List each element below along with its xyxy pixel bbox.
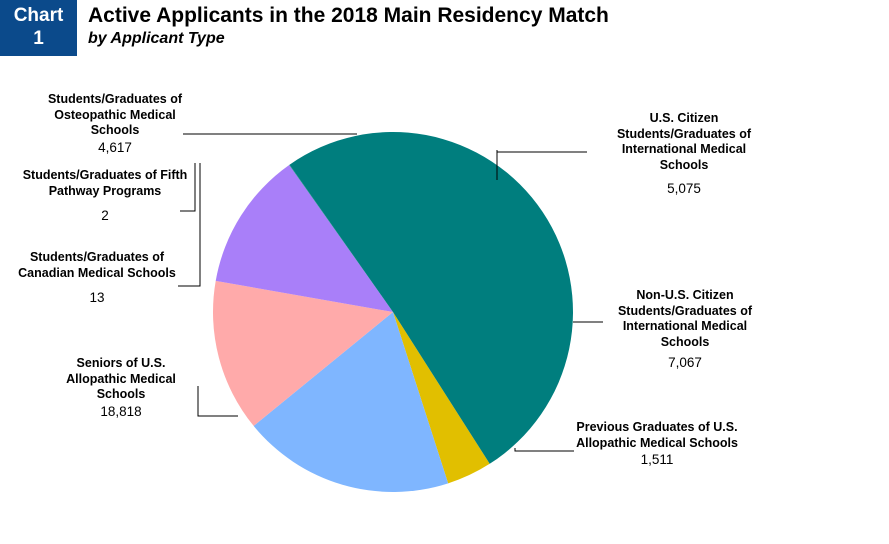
pie-slice-1 [393, 312, 490, 484]
label-previous-grads: Previous Graduates of U.S. Allopathic Me… [572, 420, 742, 468]
leader-line-3 [197, 386, 238, 417]
slice-value: 2 [101, 208, 109, 223]
slice-label: Students/Graduates of Fifth Pathway Prog… [22, 168, 188, 198]
pie-slice-5 [289, 164, 393, 312]
leader-line-2 [178, 163, 201, 287]
pie-slice-2 [253, 312, 449, 492]
leader-line-7 [514, 448, 574, 452]
slice-value: 18,818 [100, 403, 142, 419]
badge-line-1: Chart [13, 5, 64, 26]
leader-lines [178, 133, 603, 452]
slice-label: Students/Graduates of Canadian Medical S… [18, 250, 176, 280]
pie-slices [213, 132, 573, 492]
pie-slice-4 [215, 164, 393, 312]
slice-label: Previous Graduates of U.S. Allopathic Me… [576, 420, 738, 450]
slice-value: 1,511 [640, 452, 674, 467]
slice-value: 5,075 [667, 181, 701, 196]
chart-subtitle: by Applicant Type [88, 30, 225, 47]
slice-label: Students/Graduates of Osteopathic Medica… [47, 92, 183, 137]
leader-line-1 [180, 163, 196, 212]
label-us-img: U.S. Citizen Students/Graduates of Inter… [604, 111, 764, 197]
label-osteopathic: Students/Graduates of Osteopathic Medica… [30, 92, 200, 155]
slice-value: 4,617 [98, 139, 132, 155]
pie-slice-0 [289, 132, 573, 464]
slice-value: 7,067 [668, 355, 702, 370]
slice-label: Non-U.S. Citizen Students/Graduates of I… [617, 288, 753, 349]
slice-value: 13 [89, 290, 105, 305]
slice-label: Seniors of U.S. Allopathic Medical Schoo… [66, 356, 176, 401]
badge-line-2: 1 [33, 28, 44, 49]
pie-slice-6 [289, 164, 393, 312]
label-non-us-img: Non-U.S. Citizen Students/Graduates of I… [605, 288, 765, 371]
label-seniors: Seniors of U.S. Allopathic Medical Schoo… [46, 356, 196, 419]
slice-label: U.S. Citizen Students/Graduates of Inter… [616, 111, 752, 172]
leader-line-4 [496, 151, 587, 153]
label-canadian: Students/Graduates of Canadian Medical S… [12, 250, 182, 306]
chart-number-badge: Chart 1 [0, 0, 77, 56]
pie-slice-3 [213, 280, 393, 426]
label-fifth-pathway: Students/Graduates of Fifth Pathway Prog… [20, 168, 190, 224]
chart-title: Active Applicants in the 2018 Main Resid… [88, 4, 609, 27]
